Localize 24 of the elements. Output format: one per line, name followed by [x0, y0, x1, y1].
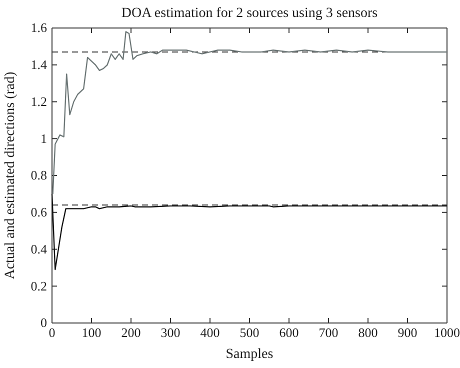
y-tick-label: 1.4 [30, 57, 48, 72]
y-tick-label: 0.4 [30, 241, 48, 256]
x-tick-label: 500 [240, 325, 260, 340]
x-axis-title: Samples [226, 347, 274, 362]
x-tick-label: 1000 [434, 325, 460, 340]
x-tick-label: 700 [318, 325, 338, 340]
x-tick-label: 900 [398, 325, 418, 340]
y-tick-label: 0.8 [30, 168, 47, 183]
y-tick-label: 0.6 [30, 204, 48, 220]
x-tick-label: 200 [121, 325, 141, 340]
x-tick-label: 400 [200, 325, 220, 340]
y-tick-label: 1 [40, 130, 47, 146]
line-series [52, 31, 448, 195]
x-tick-label: 100 [82, 325, 102, 340]
line-series [51, 193, 448, 270]
y-tick-label: 1.6 [30, 20, 48, 36]
x-tick-label: 800 [358, 325, 378, 340]
y-tick-label: 0 [40, 315, 47, 330]
y-tick-label: 0.2 [30, 278, 47, 294]
y-axis-title: Actual and estimated directions (rad) [3, 71, 18, 280]
chart-title: DOA estimation for 2 sources using 3 sensors [121, 6, 378, 21]
y-tick-label: 1.2 [30, 94, 47, 109]
x-tick-label: 600 [279, 325, 299, 340]
x-tick-label: 300 [160, 325, 180, 340]
